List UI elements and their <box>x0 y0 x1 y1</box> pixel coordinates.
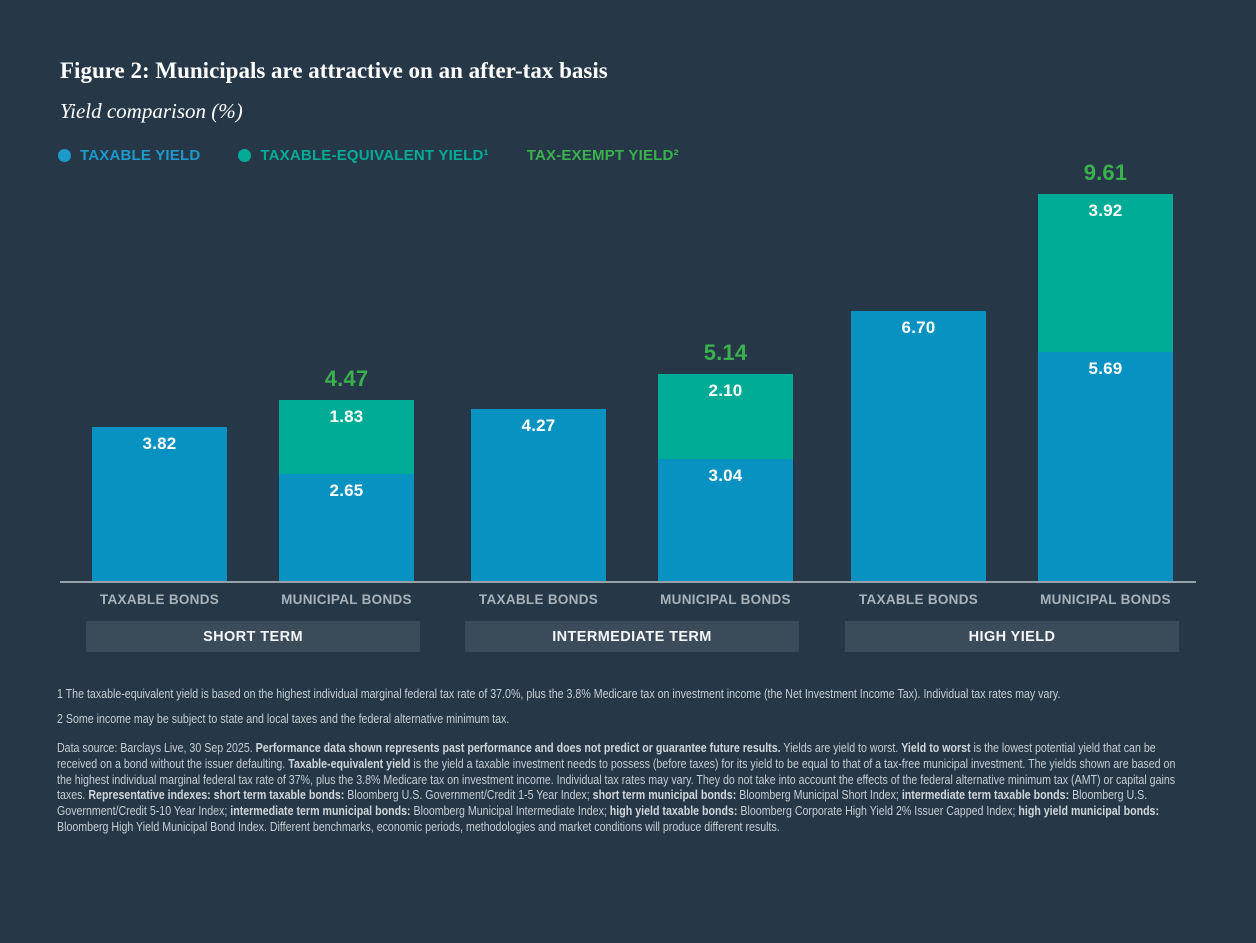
disclosure-bold-run: Taxable-equivalent yield <box>288 756 411 771</box>
disclosure-run: Bloomberg Municipal Short Index; <box>736 788 902 803</box>
bar-chart: 3.82 2.65 1.83 4.47 4.27 3.04 2.10 5.14 6.70 5.69… <box>60 160 1196 652</box>
bar-value-label: 2.10 <box>708 380 743 400</box>
bar-segment: 5.69 <box>1038 351 1173 581</box>
disclosure-bold-run: intermediate term taxable bonds: <box>901 788 1070 803</box>
legend-item: TAX-EXEMPT YIELD² <box>527 147 679 164</box>
disclosure-bold-run: intermediate term municipal bonds: <box>230 804 411 819</box>
category-label: MUNICIPAL BONDS <box>281 592 412 607</box>
legend-dot-icon <box>238 148 252 162</box>
category-label: TAXABLE BONDS <box>478 592 599 607</box>
bar-value-label: 5.69 <box>1088 358 1123 378</box>
bar-value-label: 3.92 <box>1088 200 1123 220</box>
category-axis: TAXABLE BONDS MUNICIPAL BONDS TAXABLE BOND… <box>60 592 1196 614</box>
legend-label: TAXABLE-EQUIVALENT YIELD¹ <box>260 146 489 164</box>
legend-label: TAXABLE YIELD <box>80 146 201 164</box>
group-label: HIGH YIELD <box>845 621 1179 652</box>
bar-segment: 1.83 <box>279 400 414 475</box>
category-label: MUNICIPAL BONDS <box>660 592 791 607</box>
disclosure-run: Bloomberg High Yield Municipal Bond Inde… <box>57 819 780 834</box>
bar-segment: 4.27 <box>471 408 606 581</box>
bar-value-label: 6.70 <box>901 318 936 337</box>
bar-total-label: 4.47 <box>324 366 369 392</box>
disclosure-run: is the lowest potential yield that can b… <box>57 741 1156 771</box>
disclosure-bold-run: Performance data shown represents past p… <box>255 741 781 755</box>
plot-area: 3.82 2.65 1.83 4.47 4.27 3.04 2.10 5.14 6.70 5.69… <box>60 160 1196 583</box>
category-label: TAXABLE BONDS <box>99 592 220 607</box>
bar-segment: 3.82 <box>92 427 227 581</box>
data-source-disclosure: Data source: Barclays Live, 30 Sep 2025.… <box>57 741 1192 836</box>
disclosure-run: Yields are yield to worst. <box>780 741 902 755</box>
group-label: INTERMEDIATE TERM <box>465 621 799 652</box>
figure-title: Figure 2: Municipals are attractive on a… <box>60 58 608 83</box>
legend-dot-icon <box>58 148 71 162</box>
bar-segment: 2.10 <box>658 373 793 459</box>
bar-segment: 2.65 <box>279 474 414 581</box>
disclosure-bold-run: short term municipal bonds: <box>592 788 737 803</box>
disclosure-bold-run: Yield to worst <box>901 741 971 755</box>
category-label: TAXABLE BONDS <box>858 592 979 607</box>
bar-total-label: 9.61 <box>1083 159 1128 185</box>
group-axis: SHORT TERM INTERMEDIATE TERM HIGH YIELD <box>60 621 1196 652</box>
group-label: SHORT TERM <box>86 621 420 652</box>
bar-value-label: 1.83 <box>329 407 364 427</box>
legend-item: TAXABLE-EQUIVALENT YIELD¹ <box>238 146 489 164</box>
bar-value-label: 4.27 <box>521 415 556 435</box>
figure-2-municipal-yield-figure: Figure 2: Municipals are attractive on a… <box>0 57 1256 943</box>
disclosure-run: Bloomberg U.S. Government/Credit 1-5 Yea… <box>344 788 593 803</box>
disclosure-run: Data source: Barclays Live, 30 Sep 2025. <box>57 741 256 755</box>
bar-total-label: 5.14 <box>703 339 748 365</box>
bar-segment: 3.92 <box>1038 193 1173 352</box>
bar-value-label: 3.04 <box>708 465 743 485</box>
disclosure-run: Bloomberg U.S. Government/Credit 5-10 Ye… <box>57 788 1148 819</box>
category-label: MUNICIPAL BONDS <box>1040 592 1171 607</box>
footnote-2: 2 Some income may be subject to state an… <box>57 712 510 726</box>
disclosure-run: Bloomberg Corporate High Yield 2% Issuer… <box>737 804 1019 819</box>
legend-label: TAX-EXEMPT YIELD² <box>526 146 679 164</box>
disclosure-bold-run: high yield taxable bonds: <box>609 804 738 819</box>
figure-subtitle: Yield comparison (%) <box>60 99 243 123</box>
disclosure-bold-run: Representative indexes: short term taxab… <box>88 788 345 803</box>
bar-segment: 3.04 <box>658 458 793 581</box>
legend-item: TAXABLE YIELD <box>58 147 200 164</box>
bar-value-label: 3.82 <box>142 434 177 454</box>
disclosure-run: is the yield a taxable investment needs … <box>57 756 1176 803</box>
chart-legend: TAXABLE YIELD TAXABLE-EQUIVALENT YIELD¹ TA… <box>58 146 1196 164</box>
bar-value-label: 2.65 <box>329 481 364 501</box>
disclosure-bold-run: high yield municipal bonds: <box>1018 804 1160 819</box>
bar-segment: 6.70 <box>851 311 986 581</box>
footnotes-block: 1 The taxable-equivalent yield is based … <box>57 688 1192 836</box>
disclosure-run: Bloomberg Municipal Intermediate Index; <box>410 804 610 819</box>
footnote-1: 1 The taxable-equivalent yield is based … <box>57 687 1061 701</box>
